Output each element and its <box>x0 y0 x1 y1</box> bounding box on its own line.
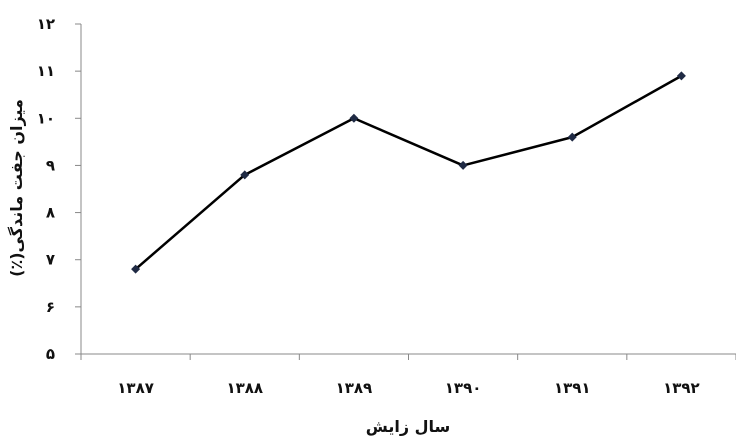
data-point <box>131 264 141 274</box>
x-tick-label: ۱۳۹۲ <box>663 379 700 397</box>
y-tick-label: ۸ <box>46 204 55 222</box>
x-axis-ticks: ۱۳۸۷ ۱۳۸۸ ۱۳۸۹ ۱۳۹۰ ۱۳۹۱ ۱۳۹۲ <box>80 354 736 397</box>
y-tick-label: ۱۱ <box>37 62 55 80</box>
y-tick-label: ۱۰ <box>37 109 55 127</box>
data-point <box>567 132 577 142</box>
x-tick-label: ۱۳۹۱ <box>554 379 591 397</box>
data-point <box>458 160 468 170</box>
x-tick-label: ۱۳۹۰ <box>445 379 482 397</box>
series-group <box>131 71 686 274</box>
axes <box>80 24 736 355</box>
y-tick-label: ۵ <box>46 345 55 363</box>
y-tick-label: ۶ <box>46 298 55 316</box>
y-axis-ticks: ۵ ۶ ۷ ۸ ۹ ۱۰ ۱۱ ۱۲ <box>37 15 81 363</box>
series-line <box>134 74 683 271</box>
y-axis-title: میزان جفت ماندگی(٪) <box>7 99 26 277</box>
data-point <box>676 71 686 81</box>
data-point <box>349 113 359 123</box>
x-tick-label: ۱۳۸۷ <box>117 379 154 397</box>
x-tick-label: ۱۳۸۸ <box>226 379 263 397</box>
y-tick-label: ۱۲ <box>37 15 55 33</box>
y-tick-label: ۷ <box>46 251 55 269</box>
x-axis-title: سال زایش <box>366 417 451 436</box>
y-tick-label: ۹ <box>46 156 55 174</box>
data-point <box>240 170 250 180</box>
x-tick-label: ۱۳۸۹ <box>336 379 373 397</box>
